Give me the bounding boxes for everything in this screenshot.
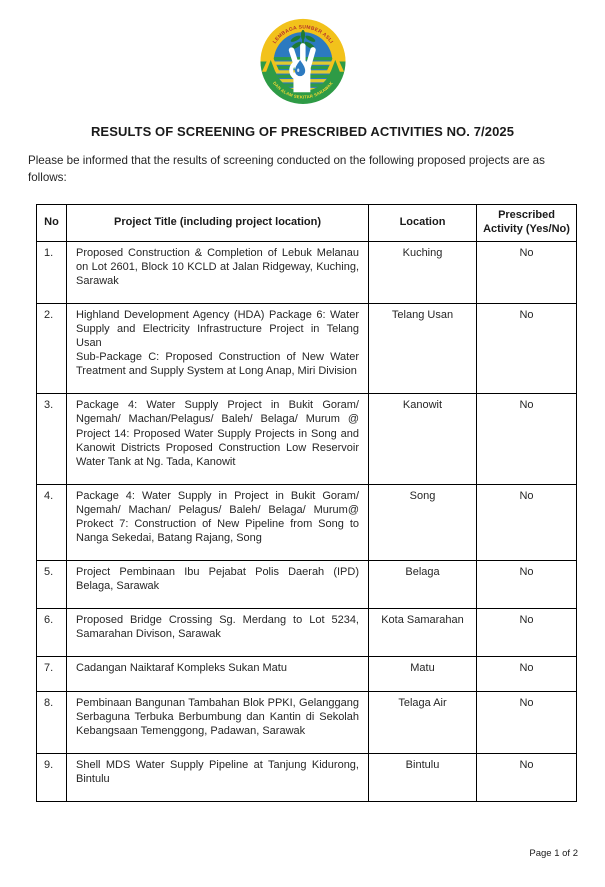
page-number: Page 1 of 2 [529,848,578,859]
table-header: No Project Title (including project loca… [36,203,577,242]
prescribed-activity-cell: No [476,560,577,610]
project-title-line: Pembinaan Bangunan Tambahan Blok PPKI, G… [76,696,359,737]
project-title-line: Proposed Construction & Completion of Le… [76,246,359,287]
row-number-cell: 3. [36,393,67,485]
prescribed-activity-cell: No [476,656,577,692]
location-cell: Kota Samarahan [368,608,477,658]
project-title-line: Shell MDS Water Supply Pipeline at Tanju… [76,758,359,785]
table-row: 9. Shell MDS Water Supply Pipeline at Ta… [36,752,577,802]
project-title-cell: Pembinaan Bangunan Tambahan Blok PPKI, G… [66,690,369,754]
header-project-title: Project Title (including project locatio… [66,203,369,242]
location-cell: Telaga Air [368,690,477,754]
row-number-cell: 8. [36,690,67,754]
table-row: 3. Package 4: Water Supply Project in Bu… [36,393,577,485]
right-chevron [325,52,344,74]
table-row: 6. Proposed Bridge Crossing Sg. Merdang … [36,608,577,658]
project-title-cell: Proposed Bridge Crossing Sg. Merdang to … [66,608,369,658]
page-title: RESULTS OF SCREENING OF PRESCRIBED ACTIV… [90,124,515,139]
intro-paragraph: Please be informed that the results of s… [28,154,545,184]
water-drop-icon [294,60,305,77]
project-title-cell: Package 4: Water Supply Project in Bukit… [66,393,369,485]
row-number-cell: 5. [36,560,67,610]
project-title-cell: Proposed Construction & Completion of Le… [66,240,369,305]
prescribed-activity-cell: No [476,240,577,305]
table-row: 1. Proposed Construction & Completion of… [36,240,577,305]
plant-icon [290,29,315,59]
location-cell: Kuching [368,240,477,305]
row-number-cell: 4. [36,483,67,562]
row-number-cell: 9. [36,752,67,802]
logo-container: LEMBAGA SUMBER ASLI DAN ALAM SEKITAR SAR… [0,0,605,104]
prescribed-activity-cell: No [476,393,577,485]
row-number-cell: 2. [36,303,67,395]
row-number-cell: 6. [36,608,67,658]
project-title-cell: Project Pembinaan Ibu Pejabat Polis Daer… [66,560,369,610]
location-cell: Belaga [368,560,477,610]
project-title-line: Proposed Bridge Crossing Sg. Merdang to … [76,614,359,641]
project-title-line: Cadangan Naiktaraf Kompleks Sukan Matu [76,662,287,675]
table-row: 7. Cadangan Naiktaraf Kompleks Sukan Mat… [36,656,577,692]
table-row: 8. Pembinaan Bangunan Tambahan Blok PPKI… [36,690,577,754]
results-table-body: 1. Proposed Construction & Completion of… [36,240,577,802]
project-title-line: Project Pembinaan Ibu Pejabat Polis Daer… [76,566,359,593]
prescribed-activity-cell: No [476,608,577,658]
project-title-cell: Cadangan Naiktaraf Kompleks Sukan Matu [66,656,369,692]
prescribed-activity-cell: No [476,303,577,395]
lembaga-sumber-asli-logo-icon: LEMBAGA SUMBER ASLI DAN ALAM SEKITAR SAR… [259,18,346,104]
header-location: Location [368,203,477,242]
left-chevron [261,52,280,74]
location-cell: Matu [368,656,477,692]
table-row: 2. Highland Development Agency (HDA) Pac… [36,303,577,395]
project-title-line: Highland Development Agency (HDA) Packag… [76,309,359,350]
drop-highlight [296,68,299,73]
table-row: 5. Project Pembinaan Ibu Pejabat Polis D… [36,560,577,610]
prescribed-activity-cell: No [476,752,577,802]
screening-results-table: No Project Title (including project loca… [36,203,577,802]
location-cell: Song [368,483,477,562]
project-title-cell: Package 4: Water Supply in Project in Bu… [66,483,369,562]
project-title-line: Package 4: Water Supply in Project in Bu… [76,489,359,545]
project-title-cell: Highland Development Agency (HDA) Packag… [66,303,369,395]
row-number-cell: 7. [36,656,67,692]
location-cell: Kanowit [368,393,477,485]
header-prescribed-activity: Prescribed Activity (Yes/No) [476,203,577,242]
project-title-line: Sub-Package C: Proposed Construction of … [76,351,359,378]
table-row: 4. Package 4: Water Supply in Project in… [36,483,577,562]
prescribed-activity-cell: No [476,483,577,562]
row-number-cell: 1. [36,240,67,305]
project-title-cell: Shell MDS Water Supply Pipeline at Tanju… [66,752,369,802]
project-title-line: Package 4: Water Supply Project in Bukit… [76,399,359,468]
prescribed-activity-cell: No [476,690,577,754]
location-cell: Telang Usan [368,303,477,395]
location-cell: Bintulu [368,752,477,802]
header-no: No [36,203,67,242]
